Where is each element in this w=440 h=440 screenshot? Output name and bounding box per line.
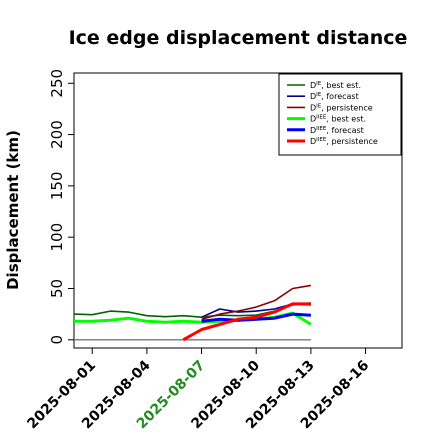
chart-title: Ice edge displacement distance	[69, 27, 408, 49]
series-line-6	[182, 302, 311, 342]
y-tick-label: 100	[48, 223, 66, 252]
y-tick-label: 50	[48, 279, 66, 298]
y-axis-label: Displacement (km)	[4, 130, 22, 290]
legend-entry: DIIEE, forecast	[310, 126, 364, 135]
legend-entry: DIIEE, best est.	[310, 115, 366, 124]
y-axis: 0 50 100 150 200 250	[48, 69, 74, 345]
legend: DIE, best est. DIE, forecast DIE, persiste…	[278, 73, 402, 156]
y-tick-label: 150	[48, 172, 66, 201]
x-axis: 2025-08-012025-08-042025-08-072025-08-10…	[24, 348, 372, 432]
plot-area	[73, 72, 403, 349]
series-line-3	[201, 284, 312, 321]
series-layer	[73, 284, 312, 342]
series-line-5	[201, 312, 311, 323]
legend-entry: DIE, persistence	[310, 103, 373, 112]
legend-entry: DIE, forecast	[310, 92, 359, 101]
y-tick-label: 200	[48, 120, 66, 149]
y-tick-label: 0	[48, 335, 66, 345]
plot-frame	[73, 72, 403, 349]
legend-entry: DIE, best est.	[310, 81, 361, 90]
legend-entry: DIIEE, persistence	[310, 137, 378, 146]
y-tick-label: 250	[48, 69, 66, 98]
